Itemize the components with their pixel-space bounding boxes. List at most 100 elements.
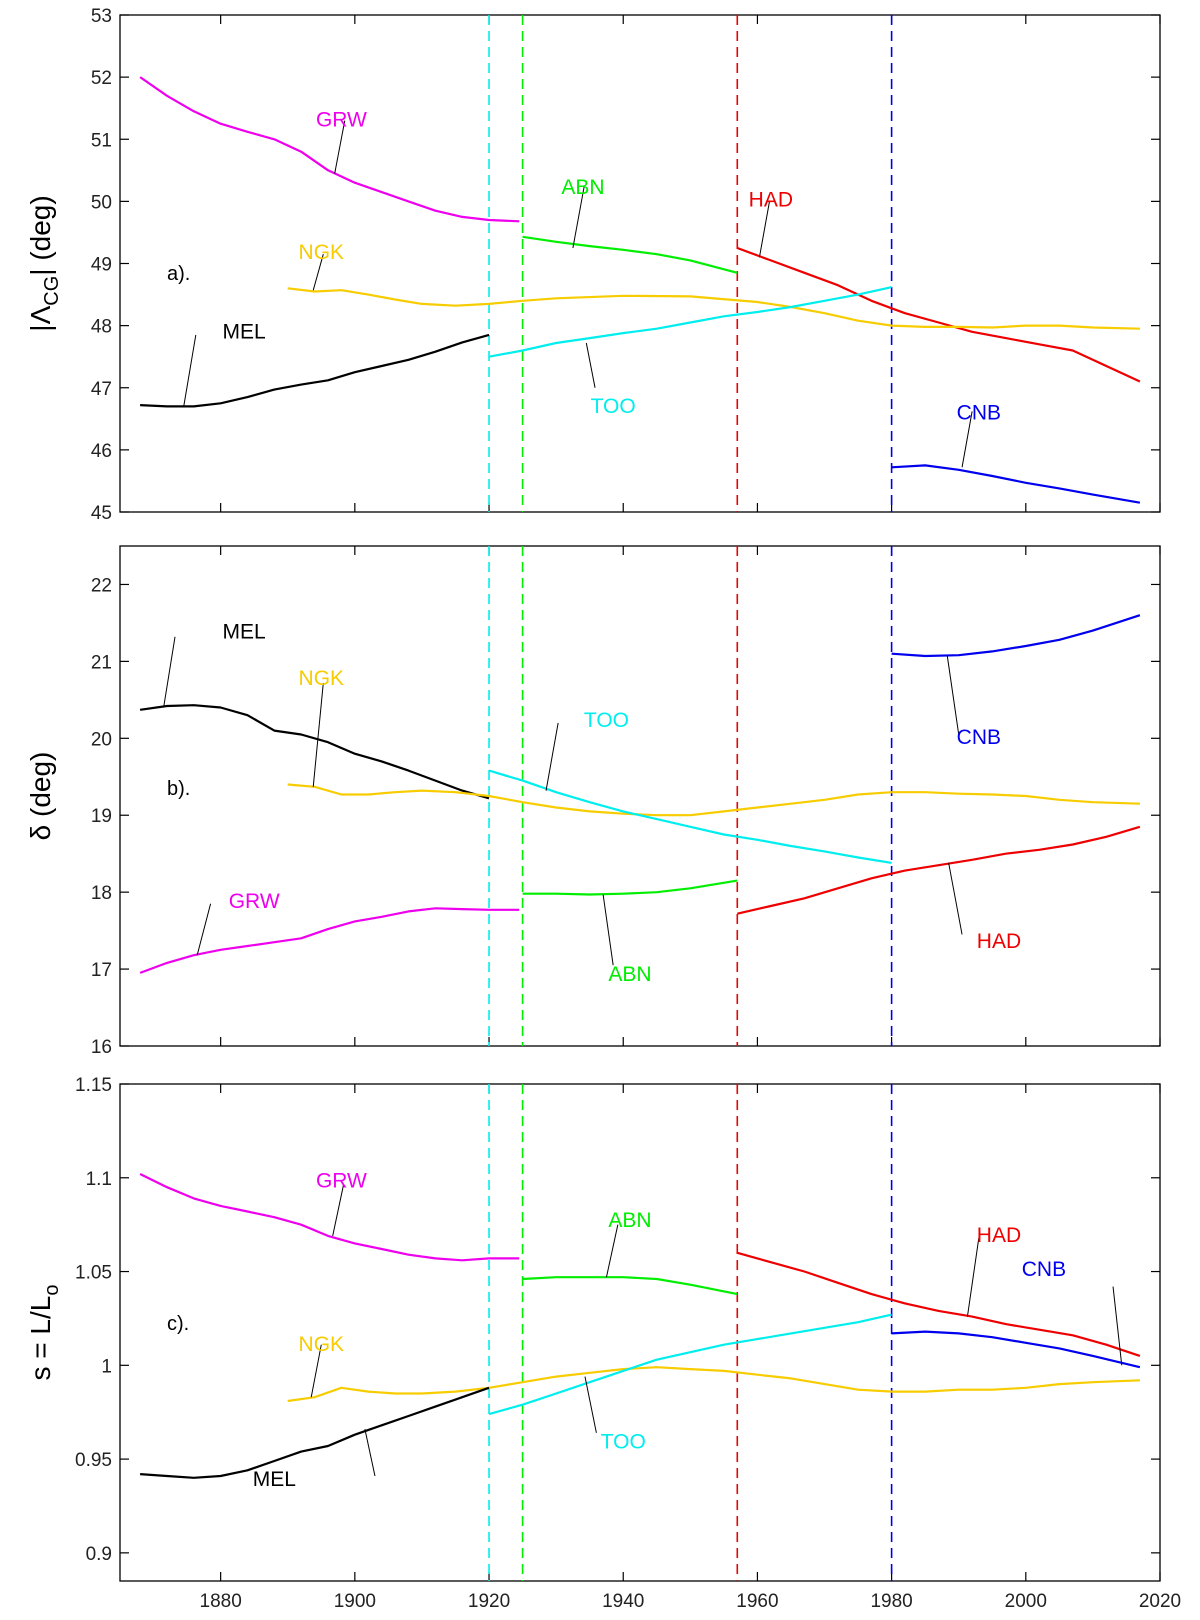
leader-line-mel [163, 636, 176, 708]
leader-line-too [584, 1376, 597, 1433]
series-label-mel: MEL [223, 621, 266, 644]
series-label-ngk: NGK [299, 241, 345, 264]
series-line-grw [139, 907, 520, 974]
leader-line-grw [332, 1185, 344, 1237]
y-tick-label: 53 [91, 6, 112, 27]
series-label-mel: MEL [223, 321, 266, 344]
y-tick-label: 47 [91, 379, 112, 400]
series-line-mel [140, 333, 490, 408]
x-tick-label: 1960 [736, 1591, 778, 1612]
series-line-too [488, 769, 892, 864]
y-tick-label: 1.05 [75, 1263, 112, 1284]
series-line-cnb [891, 614, 1141, 658]
series-label-abn: ABN [608, 963, 651, 986]
x-tick-label: 2020 [1139, 1591, 1181, 1612]
panel-label: b). [167, 778, 190, 800]
y-tick-label: 1.15 [75, 1075, 112, 1096]
leader-line-mel [183, 334, 197, 407]
panel-3: 0.9 0.95 1 1.05 1.1 1.15 1880 1900 1920 1940 1960 1… [25, 1075, 1181, 1612]
leader-line-abn [572, 185, 585, 249]
series-line-mel [139, 704, 490, 800]
series-line-too [488, 1313, 892, 1416]
y-tick-label: 1.1 [86, 1169, 112, 1190]
series-line-cnb [891, 464, 1141, 504]
series-label-had: HAD [977, 930, 1021, 953]
y-tick-label: 18 [91, 883, 112, 904]
y-axis-label: s = L/Lo [25, 1285, 63, 1381]
leader-line-grw [196, 903, 212, 956]
y-tick-label: 48 [91, 317, 112, 338]
series-label-had: HAD [977, 1224, 1021, 1247]
series-line-grw [139, 76, 520, 223]
y-tick-label: 50 [91, 192, 112, 213]
axes-box [119, 1083, 1161, 1582]
series-line-grw [139, 1173, 520, 1262]
y-tick-label: 45 [91, 503, 112, 524]
leader-line-ngk [310, 1344, 322, 1398]
series-line-mel [140, 1386, 490, 1479]
panel-1: 45 46 47 48 49 50 51 52 53 GRW ABN HAD NGK TOO MEL CNB a… [25, 6, 1161, 524]
leader-line-too [585, 342, 596, 388]
leader-line-too [545, 722, 559, 791]
y-tick-label: 16 [91, 1037, 112, 1058]
series-line-abn [522, 879, 738, 896]
y-tick-label: 1 [101, 1356, 112, 1377]
panel-label: a). [167, 263, 190, 285]
axes-box [119, 545, 1161, 1047]
series-line-too [488, 286, 892, 358]
series-label-cnb: CNB [957, 401, 1001, 424]
series-label-ngk: NGK [299, 1333, 345, 1356]
leader-line-mel [364, 1428, 376, 1477]
series-line-had [736, 246, 1141, 383]
x-tick-label: 2000 [1005, 1591, 1047, 1612]
leader-line-cnb [1112, 1286, 1123, 1366]
series-label-too: TOO [601, 1430, 646, 1453]
y-tick-label: 49 [91, 255, 112, 276]
y-tick-label: 46 [91, 441, 112, 462]
y-tick-label: 20 [91, 729, 112, 750]
leader-line-had [966, 1237, 980, 1317]
series-label-had: HAD [749, 188, 793, 211]
panel-2: 16 17 18 19 20 21 22 MEL NGK TOO CNB GRW ABN HAD b). δ … [25, 545, 1161, 1058]
y-tick-label: 0.9 [86, 1544, 112, 1565]
series-label-too: TOO [591, 395, 636, 418]
axes-box [119, 14, 1161, 513]
series-line-had [737, 825, 1141, 915]
y-tick-label: 19 [91, 806, 112, 827]
leader-line-cnb [946, 655, 960, 735]
series-line-abn [522, 235, 738, 274]
x-tick-label: 1980 [870, 1591, 912, 1612]
leader-line-had [948, 862, 963, 935]
series-label-mel: MEL [253, 1468, 296, 1491]
series-label-abn: ABN [608, 1209, 651, 1232]
series-label-grw: GRW [316, 109, 367, 132]
y-tick-label: 51 [91, 130, 112, 151]
x-tick-label: 1880 [200, 1591, 242, 1612]
series-label-too: TOO [584, 709, 629, 732]
leader-line-abn [602, 894, 614, 966]
y-tick-label: 17 [91, 960, 112, 981]
y-tick-label: 52 [91, 68, 112, 89]
x-tick-label: 1900 [334, 1591, 376, 1612]
series-line-ngk [287, 783, 1140, 817]
y-axis-label: δ (deg) [25, 752, 56, 841]
series-label-grw: GRW [229, 890, 280, 913]
leader-line-ngk [312, 254, 324, 291]
series-label-abn: ABN [561, 176, 604, 199]
series-line-ngk [287, 287, 1140, 330]
leader-line-cnb [961, 411, 973, 468]
x-tick-label: 1940 [602, 1591, 644, 1612]
panel-label: c). [167, 1313, 189, 1335]
series-line-had [737, 1251, 1141, 1357]
series-label-cnb: CNB [1022, 1258, 1066, 1281]
series-label-ngk: NGK [299, 667, 345, 690]
leader-line-had [758, 201, 770, 258]
y-tick-label: 21 [91, 652, 112, 673]
series-line-ngk [287, 1366, 1140, 1403]
y-axis-label: |ΛCG| (deg) [25, 195, 63, 331]
y-tick-label: 22 [91, 575, 112, 596]
x-tick-label: 1920 [468, 1591, 510, 1612]
leader-line-ngk [312, 682, 324, 787]
leader-line-abn [605, 1224, 619, 1278]
